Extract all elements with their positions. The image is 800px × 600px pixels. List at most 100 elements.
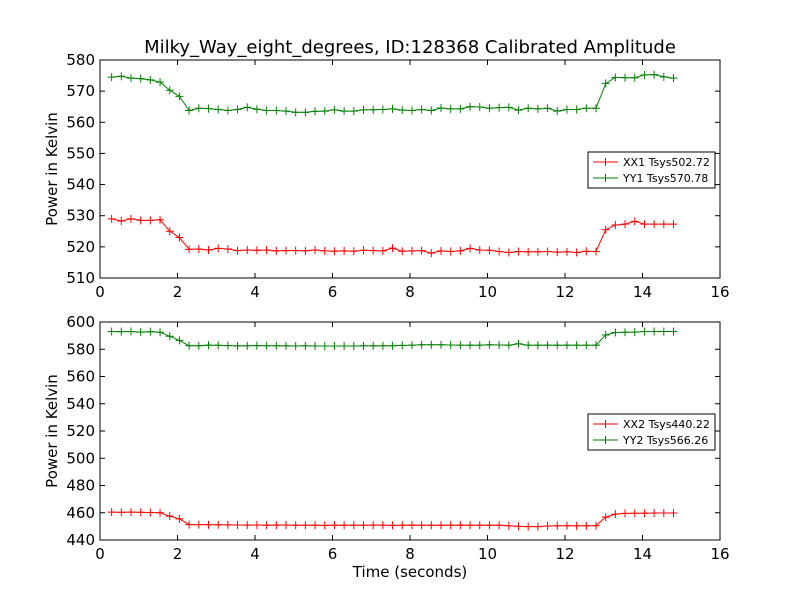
data-point (592, 247, 600, 256)
data-point (407, 521, 416, 530)
data-point (146, 327, 155, 336)
x-tick-label: 10 (478, 283, 497, 301)
data-point (514, 247, 523, 256)
data-point (127, 508, 135, 517)
data-point (156, 508, 165, 517)
data-point (107, 214, 116, 223)
data-point (214, 520, 223, 529)
data-point (601, 513, 610, 522)
data-point (165, 227, 174, 236)
data-point (272, 521, 281, 530)
data-point (320, 107, 329, 116)
data-point (621, 220, 630, 229)
x-axis-label: Time (seconds) (352, 563, 468, 581)
data-point (243, 521, 252, 530)
data-point (543, 521, 552, 530)
y-axis-label: Power in Kelvin (43, 112, 61, 226)
data-point (243, 245, 252, 254)
x-tick-label: 4 (250, 545, 260, 563)
y-tick-label: 480 (66, 477, 95, 495)
y-tick-label: 500 (66, 449, 95, 467)
x-tick-label: 6 (328, 283, 338, 301)
data-point (136, 216, 145, 225)
data-point (630, 217, 639, 226)
data-point (611, 328, 620, 337)
data-point (388, 521, 397, 530)
data-point (282, 107, 290, 116)
data-point (669, 509, 678, 518)
data-point (417, 246, 426, 255)
data-point (650, 509, 659, 518)
data-point (437, 246, 445, 255)
data-point (475, 245, 484, 254)
data-point (495, 521, 504, 530)
data-point (485, 246, 494, 255)
data-point (233, 246, 242, 255)
data-point (398, 247, 407, 256)
data-point (495, 341, 504, 350)
data-point (175, 233, 184, 242)
data-point (349, 247, 358, 256)
data-point (146, 75, 155, 84)
data-point (291, 341, 300, 350)
data-point (427, 249, 436, 258)
data-point (320, 341, 329, 350)
data-point (136, 328, 145, 337)
data-point (301, 341, 310, 350)
legend-label: XX2 Tsys440.22 (623, 418, 710, 431)
data-point (156, 328, 165, 337)
data-point (611, 510, 620, 519)
data-point (311, 521, 320, 530)
data-point (127, 327, 135, 336)
x-tick-label: 2 (173, 283, 183, 301)
data-point (127, 214, 135, 223)
y-tick-label: 510 (66, 269, 95, 287)
data-point (640, 327, 649, 336)
y-tick-label: 440 (66, 531, 95, 549)
data-point (117, 72, 126, 81)
data-point (669, 327, 678, 336)
data-point (262, 106, 271, 115)
data-point (349, 341, 358, 350)
y-tick-label: 550 (66, 144, 95, 162)
data-point (146, 508, 155, 517)
data-point (398, 106, 407, 115)
data-point (553, 341, 562, 350)
data-point (243, 341, 252, 350)
data-point (282, 521, 290, 530)
data-point (543, 247, 552, 256)
data-point (185, 520, 194, 529)
data-point (524, 522, 533, 531)
legend-label: XX1 Tsys502.72 (623, 156, 710, 169)
data-point (340, 107, 349, 116)
data-point (301, 521, 310, 530)
x-tick-label: 0 (95, 545, 105, 563)
data-point (223, 341, 232, 350)
data-point (456, 521, 465, 530)
data-point (427, 521, 436, 530)
data-point (311, 107, 320, 116)
data-point (659, 72, 668, 81)
data-point (349, 107, 358, 116)
x-tick-label: 12 (555, 283, 574, 301)
y-tick-label: 600 (66, 313, 95, 331)
y-tick-label: 560 (66, 368, 95, 386)
x-tick-label: 16 (710, 283, 729, 301)
data-point (252, 246, 261, 255)
data-point (621, 509, 630, 518)
data-point (369, 105, 378, 114)
data-point (562, 521, 571, 530)
data-point (456, 104, 465, 113)
y-tick-label: 580 (66, 51, 95, 69)
data-point (262, 341, 271, 350)
data-point (369, 341, 378, 350)
data-point (407, 246, 416, 255)
data-point (495, 103, 504, 112)
data-point (630, 73, 639, 82)
legend-box (587, 413, 716, 451)
data-point (504, 341, 513, 350)
y-tick-label: 540 (66, 395, 95, 413)
data-point (282, 341, 290, 350)
data-point (223, 245, 232, 254)
